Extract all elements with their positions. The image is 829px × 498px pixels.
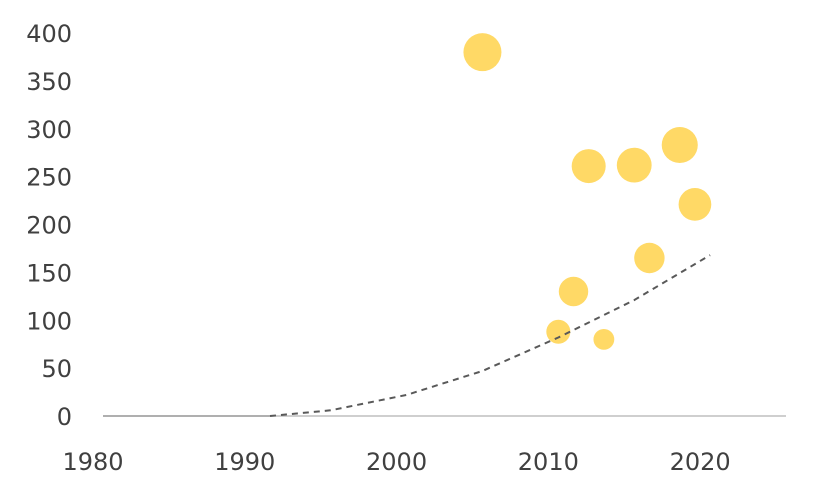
x-tick-label: 2020: [670, 448, 731, 476]
y-tick-label: 100: [26, 307, 72, 335]
x-axis-tick-labels: 1980 1990 2000 2010 2020: [62, 448, 730, 476]
bubble-series: [463, 33, 712, 350]
bubble-point: [463, 33, 502, 72]
bubble-point: [678, 188, 712, 221]
bubble-point: [593, 328, 615, 350]
x-tick-label: 2010: [518, 448, 579, 476]
x-tick-label: 2000: [366, 448, 427, 476]
trendline: [269, 254, 711, 417]
bubble-point: [616, 147, 652, 183]
y-tick-label: 50: [41, 355, 72, 383]
x-tick-label: 1980: [62, 448, 123, 476]
y-tick-label: 200: [26, 212, 72, 240]
bubble-point: [571, 149, 606, 184]
y-tick-label: 0: [57, 403, 72, 431]
bubble-point: [634, 242, 665, 274]
y-tick-label: 300: [26, 116, 72, 144]
bubble-point: [558, 276, 589, 307]
bubble-point: [546, 319, 571, 344]
bubble-point: [661, 126, 698, 164]
y-tick-label: 400: [26, 20, 72, 48]
x-tick-label: 1990: [214, 448, 275, 476]
y-tick-label: 250: [26, 164, 72, 192]
y-axis-tick-labels: 0 50 100 150 200 250 300 350 400: [26, 20, 72, 431]
y-tick-label: 350: [26, 68, 72, 96]
y-tick-label: 150: [26, 259, 72, 287]
